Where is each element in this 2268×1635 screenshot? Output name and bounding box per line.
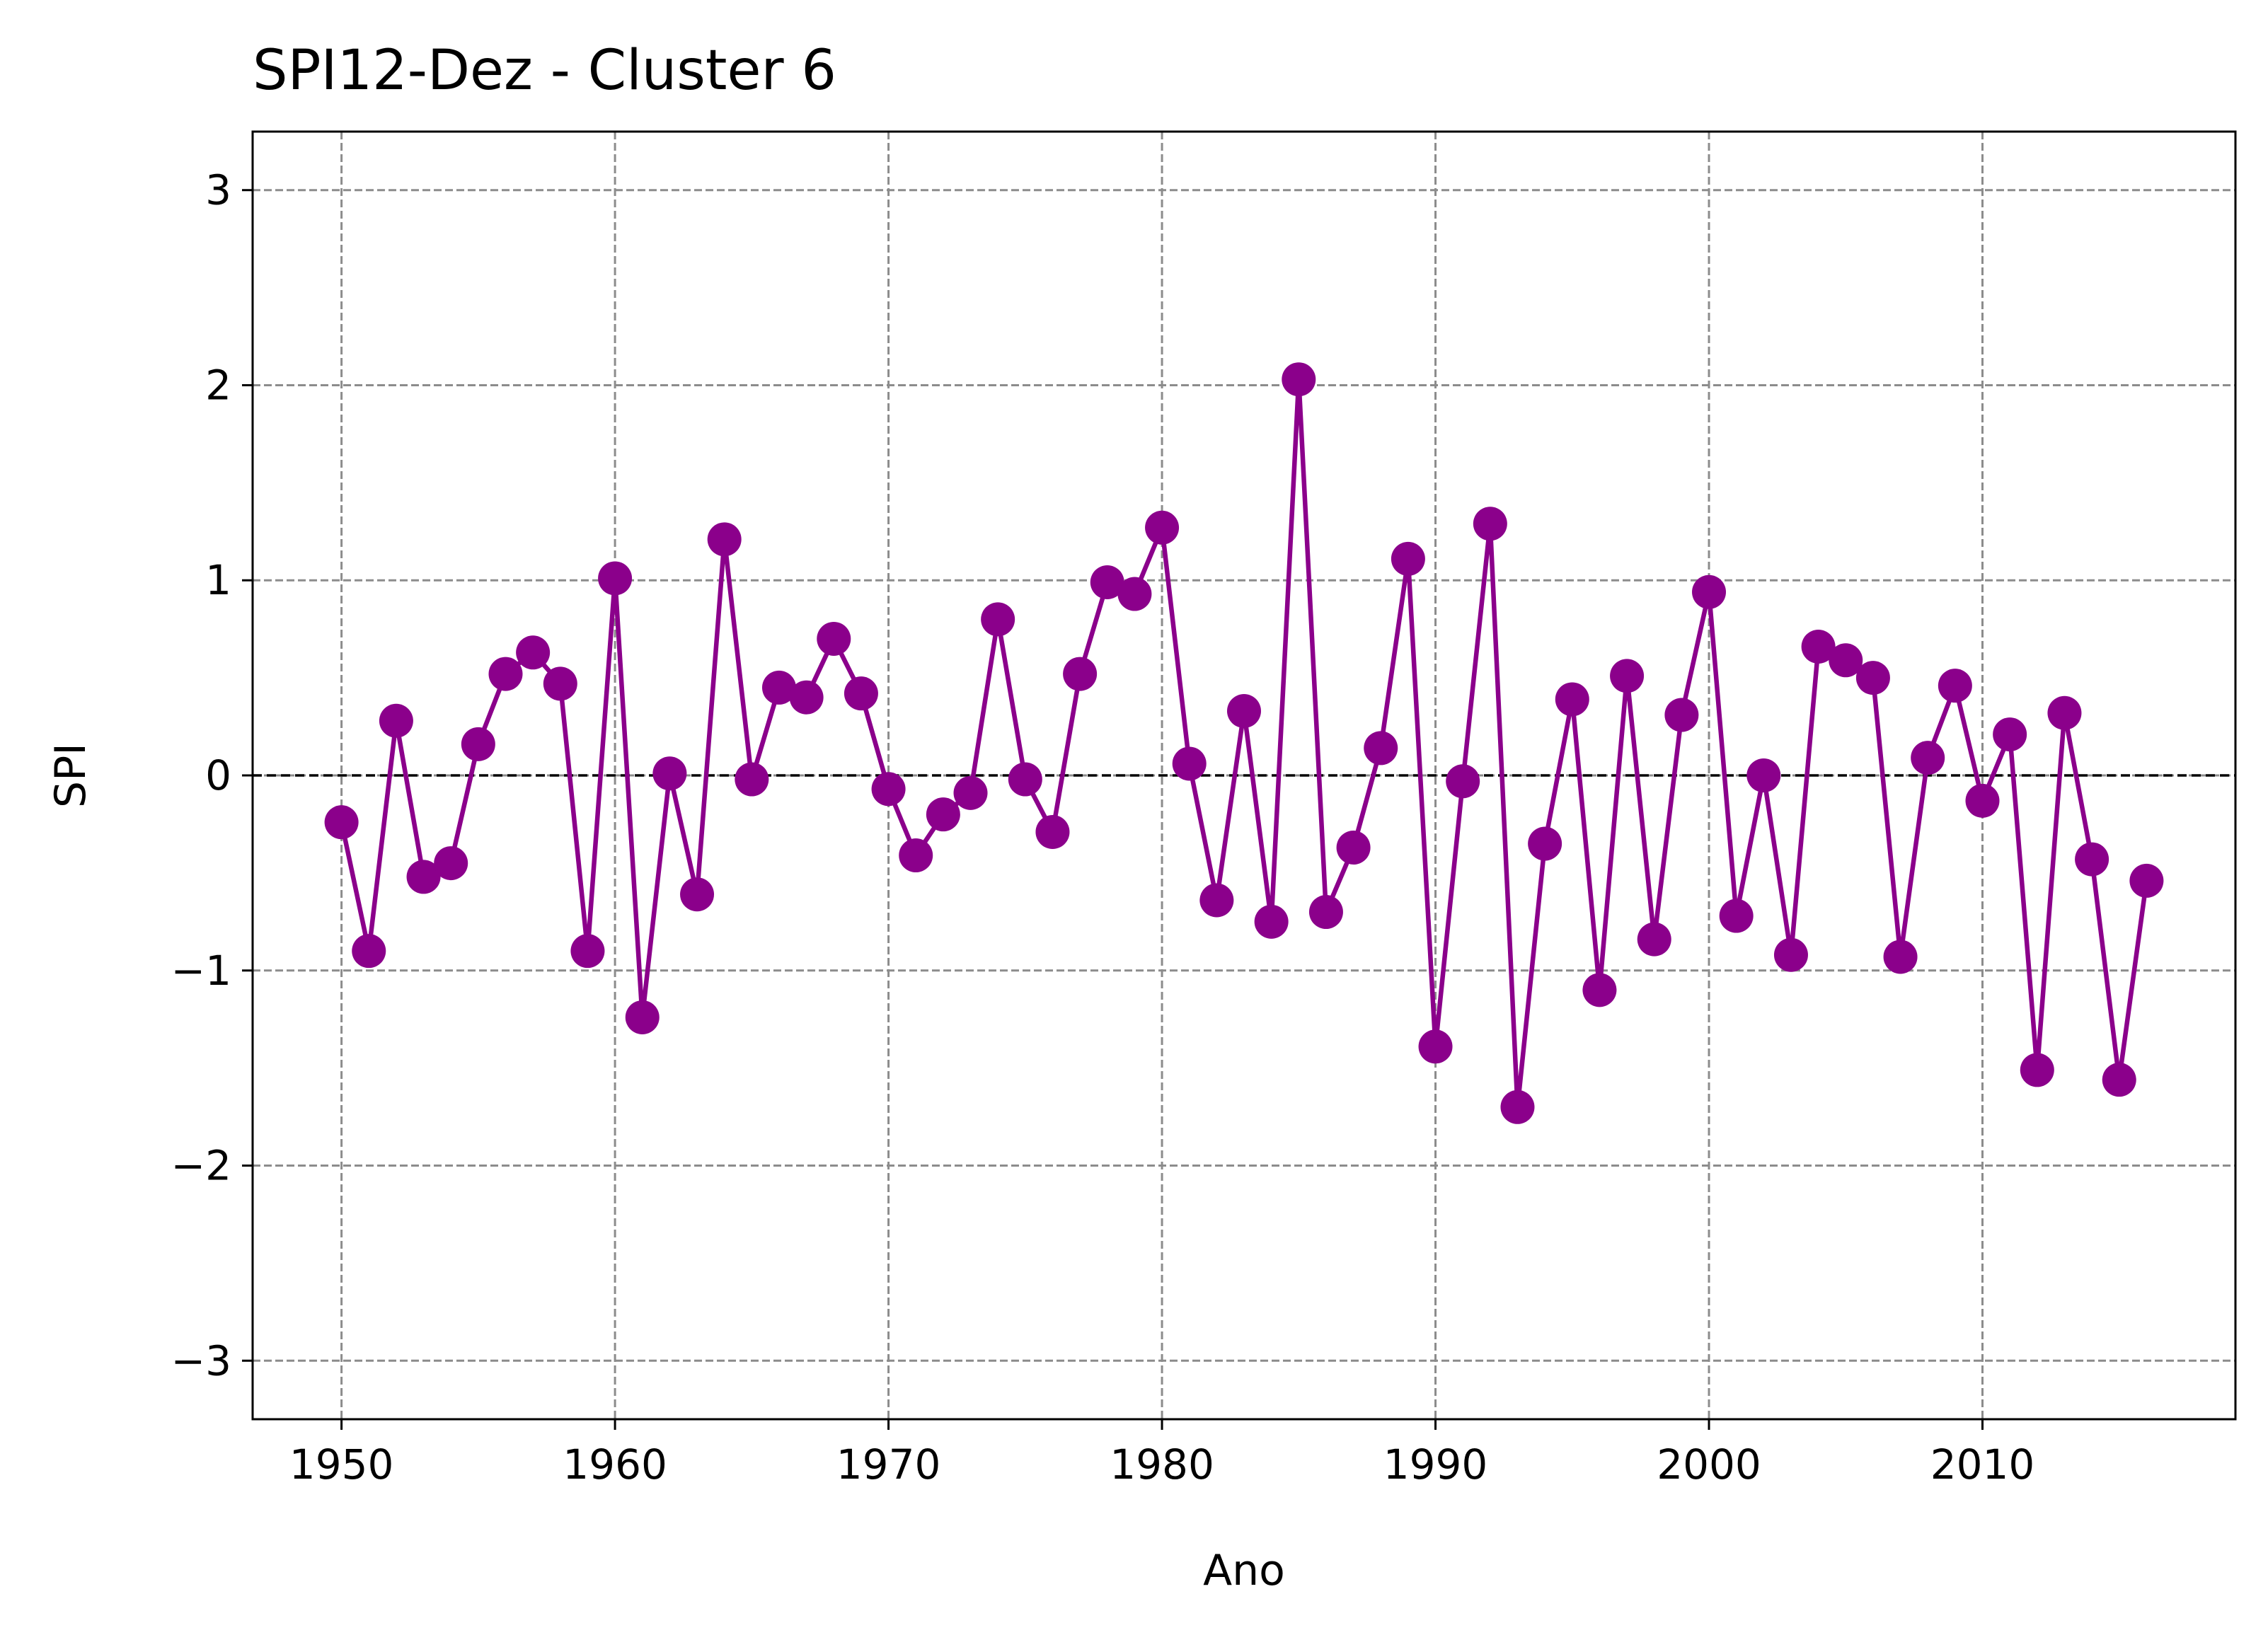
data-point bbox=[1528, 826, 1562, 861]
y-axis-ticks: −3 −2 −1 0 1 2 3 bbox=[171, 166, 253, 1385]
x-tick-label: 2010 bbox=[1930, 1440, 2035, 1489]
data-point bbox=[488, 657, 523, 691]
x-axis-label: Ano bbox=[1203, 1546, 1285, 1595]
x-tick-label: 1970 bbox=[836, 1440, 941, 1489]
data-point bbox=[1664, 698, 1699, 732]
data-point bbox=[461, 727, 495, 761]
data-point bbox=[1117, 577, 1152, 611]
y-tick-label: 2 bbox=[205, 361, 231, 409]
data-point bbox=[1282, 362, 1316, 397]
data-point bbox=[1938, 669, 1972, 703]
data-point bbox=[1801, 630, 1836, 664]
x-tick-label: 1960 bbox=[563, 1440, 667, 1489]
y-tick-label: −3 bbox=[171, 1336, 232, 1385]
data-point bbox=[434, 846, 468, 881]
data-point bbox=[2102, 1063, 2136, 1097]
data-point bbox=[1773, 937, 1808, 972]
data-point bbox=[1719, 899, 1754, 933]
data-point bbox=[789, 680, 824, 715]
data-point bbox=[1090, 565, 1124, 599]
data-point bbox=[2075, 842, 2109, 877]
data-point bbox=[1446, 764, 1480, 799]
data-point bbox=[981, 602, 1015, 637]
data-point bbox=[1993, 717, 2027, 752]
data-point bbox=[735, 762, 769, 797]
data-point bbox=[598, 561, 633, 596]
y-tick-label: 1 bbox=[205, 556, 231, 604]
data-point bbox=[543, 666, 577, 701]
data-point bbox=[1692, 574, 1727, 609]
data-point bbox=[1364, 731, 1398, 765]
data-point bbox=[1883, 940, 1918, 974]
y-tick-label: −1 bbox=[171, 947, 232, 995]
data-point bbox=[680, 877, 715, 912]
data-point bbox=[1555, 682, 1589, 717]
data-point bbox=[2020, 1053, 2054, 1087]
data-point bbox=[1145, 510, 1180, 545]
data-point bbox=[953, 775, 988, 810]
data-point bbox=[1008, 762, 1042, 797]
data-point bbox=[516, 635, 551, 670]
x-tick-label: 1950 bbox=[289, 1440, 394, 1489]
data-point bbox=[1855, 661, 1890, 695]
data-point bbox=[1610, 659, 1645, 693]
data-point bbox=[926, 797, 960, 832]
data-point bbox=[1911, 741, 1945, 775]
y-tick-label: 0 bbox=[205, 751, 231, 799]
data-point bbox=[1199, 883, 1234, 918]
data-point bbox=[379, 703, 413, 738]
data-point bbox=[1418, 1029, 1453, 1064]
data-point bbox=[2047, 695, 2082, 730]
data-point bbox=[871, 772, 906, 807]
data-point bbox=[1227, 694, 1261, 728]
data-point bbox=[1965, 783, 2000, 818]
data-point bbox=[406, 860, 441, 894]
data-point bbox=[625, 1000, 660, 1034]
data-point bbox=[652, 756, 687, 791]
data-point bbox=[1637, 922, 1671, 957]
data-point bbox=[761, 670, 796, 705]
data-point bbox=[1063, 657, 1098, 691]
chart-title: SPI12-Dez - Cluster 6 bbox=[253, 39, 836, 103]
data-point bbox=[1336, 831, 1371, 865]
y-tick-label: 3 bbox=[205, 166, 231, 214]
x-tick-label: 1990 bbox=[1383, 1440, 1488, 1489]
x-tick-label: 1980 bbox=[1110, 1440, 1214, 1489]
data-point bbox=[1473, 507, 1507, 541]
data-point bbox=[707, 522, 742, 557]
data-point bbox=[1172, 746, 1207, 781]
data-point bbox=[1035, 814, 1070, 849]
data-point bbox=[1254, 904, 1289, 939]
data-point bbox=[2129, 863, 2164, 898]
data-point bbox=[1308, 895, 1343, 930]
y-tick-label: −2 bbox=[171, 1142, 232, 1190]
data-point bbox=[1500, 1090, 1535, 1124]
x-axis-ticks: 1950 1960 1970 1980 1990 2000 2010 bbox=[289, 1419, 2035, 1489]
data-point bbox=[844, 676, 878, 711]
data-point bbox=[817, 621, 851, 656]
data-point bbox=[324, 805, 359, 840]
y-axis-label: SPI bbox=[46, 743, 96, 808]
data-point bbox=[352, 934, 386, 969]
data-point bbox=[1582, 973, 1617, 1007]
data-point bbox=[1391, 541, 1425, 576]
x-tick-label: 2000 bbox=[1657, 1440, 1761, 1489]
data-point bbox=[899, 838, 933, 873]
series-layer bbox=[324, 362, 2164, 1124]
data-point bbox=[1829, 643, 1863, 678]
data-point bbox=[570, 934, 605, 969]
data-point bbox=[1746, 758, 1781, 792]
